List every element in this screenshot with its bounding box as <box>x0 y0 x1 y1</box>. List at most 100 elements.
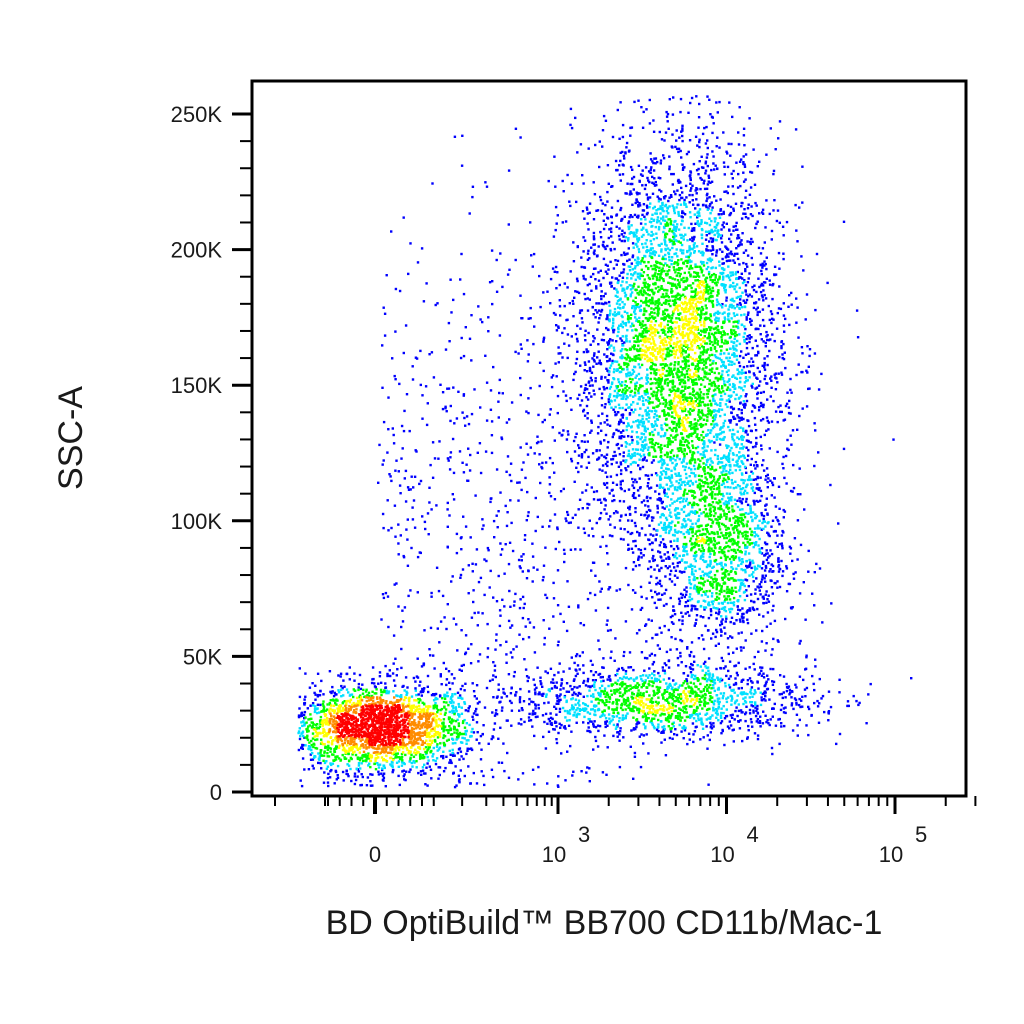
event-dot <box>692 740 695 744</box>
event-dot <box>554 265 558 269</box>
event-dot <box>671 533 675 537</box>
event-dot <box>626 182 629 185</box>
event-dot <box>768 447 771 450</box>
event-dot <box>607 268 610 271</box>
event-dot <box>726 646 730 649</box>
event-dot <box>744 268 747 271</box>
event-dot <box>649 247 653 250</box>
event-dot <box>634 201 637 205</box>
event-dot <box>736 339 739 343</box>
event-dot <box>612 433 615 436</box>
event-dot <box>771 564 775 568</box>
event-dot <box>713 168 716 171</box>
event-dot <box>607 381 610 384</box>
event-dot <box>780 722 783 725</box>
event-dot <box>380 772 383 775</box>
event-dot <box>800 255 803 258</box>
event-dot <box>478 700 481 704</box>
event-dot <box>746 618 749 621</box>
event-dot <box>634 408 637 411</box>
event-dot <box>430 777 433 780</box>
event-dot <box>316 707 319 710</box>
event-dot <box>406 486 410 489</box>
event-dot <box>763 698 766 701</box>
event-dot <box>424 385 428 388</box>
event-dot <box>760 674 764 677</box>
event-dot <box>554 313 557 316</box>
event-dot <box>739 692 742 695</box>
event-dot <box>653 679 657 683</box>
event-dot <box>672 609 676 613</box>
event-dot <box>399 492 402 495</box>
event-dot <box>439 383 442 386</box>
event-dot <box>564 517 567 520</box>
event-dot <box>662 514 665 517</box>
event-dot <box>499 252 502 255</box>
event-dot <box>603 497 606 501</box>
event-dot <box>437 777 440 780</box>
event-dot <box>624 441 627 444</box>
event-dot <box>751 489 755 492</box>
event-dot <box>537 440 540 444</box>
event-dot <box>659 205 662 208</box>
event-dot <box>582 182 585 185</box>
event-dot <box>634 524 637 528</box>
event-dot <box>775 219 779 223</box>
event-dot <box>534 715 538 719</box>
event-dot <box>578 713 581 716</box>
event-dot <box>740 711 743 714</box>
event-dot <box>664 575 667 578</box>
event-dot <box>401 770 404 773</box>
event-dot <box>814 665 817 668</box>
event-dot <box>746 491 749 495</box>
event-dot <box>720 720 724 723</box>
event-dot <box>514 258 517 262</box>
event-dot <box>716 712 719 716</box>
event-dot <box>480 770 483 773</box>
event-dot <box>669 194 673 197</box>
event-dot <box>570 698 573 701</box>
event-dot <box>728 686 732 689</box>
event-dot <box>508 699 512 703</box>
event-dot <box>722 711 725 715</box>
event-dot <box>403 773 406 776</box>
event-dot <box>445 683 448 687</box>
event-dot <box>645 517 649 520</box>
event-dot <box>539 481 542 485</box>
event-dot <box>762 672 765 675</box>
event-dot <box>744 711 748 714</box>
event-dot <box>689 565 692 568</box>
event-dot <box>680 186 683 190</box>
event-dot <box>582 623 586 627</box>
event-dot <box>648 122 652 125</box>
event-dot <box>814 429 817 432</box>
event-dot <box>456 718 459 721</box>
event-dot <box>725 296 728 299</box>
event-dot <box>722 437 725 440</box>
event-dot <box>630 456 633 459</box>
event-dot <box>717 602 721 605</box>
event-dot <box>771 592 774 595</box>
event-dot <box>423 629 426 632</box>
event-dot <box>612 734 615 738</box>
event-dot <box>488 586 491 589</box>
event-dot <box>660 426 663 430</box>
event-dot <box>600 308 604 312</box>
event-dot <box>606 369 609 372</box>
event-dot <box>579 309 582 312</box>
event-dot <box>691 568 694 571</box>
event-dot <box>719 714 723 717</box>
event-dot <box>689 189 692 192</box>
event-dot <box>709 562 712 566</box>
event-dot <box>755 436 758 440</box>
event-dot <box>742 335 745 339</box>
event-dot <box>574 290 577 293</box>
event-dot <box>678 570 682 573</box>
event-dot <box>750 680 753 683</box>
event-dot <box>692 655 696 658</box>
event-dot <box>612 494 615 497</box>
event-dot <box>688 174 691 178</box>
event-dot <box>681 593 684 597</box>
event-dot <box>598 672 602 676</box>
event-dot <box>522 553 525 556</box>
